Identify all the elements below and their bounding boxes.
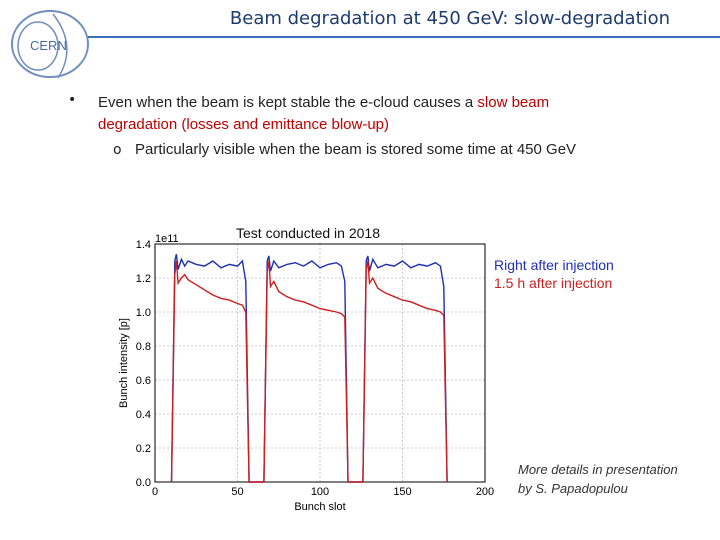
x-tick-label: 100: [311, 486, 329, 498]
y-tick-label: 1.2: [136, 273, 151, 285]
sub-bullet: Particularly visible when the beam is st…: [135, 141, 577, 158]
logo-text: CERN: [30, 38, 67, 53]
legend-red: 1.5 h after injection: [494, 275, 613, 291]
chart-title: Test conducted in 2018: [232, 224, 384, 242]
note-line-2: by S. Papadopulou: [518, 481, 628, 496]
bullet-text: Even when the beam is kept stable the e-…: [98, 94, 478, 111]
y-tick-label: 1.4: [136, 239, 151, 251]
y-tick-label: 0.0: [136, 477, 151, 489]
cern-logo: CERN: [11, 10, 89, 79]
y-tick-label: 0.4: [136, 409, 151, 421]
chart-legend: Right after injection 1.5 h after inject…: [494, 256, 614, 292]
y-tick-label: 0.6: [136, 375, 151, 387]
x-tick-label: 150: [393, 486, 411, 498]
presentation-note: More details in presentation by S. Papad…: [518, 460, 678, 498]
x-tick-label: 200: [476, 486, 494, 498]
y-tick-label: 0.2: [136, 443, 151, 455]
main-bullet: Even when the beam is kept stable the e-…: [98, 92, 618, 136]
legend-blue: Right after injection: [494, 257, 614, 273]
y-multiplier: 1e11: [155, 233, 179, 245]
series-line-0: [170, 254, 448, 483]
y-tick-label: 1.0: [136, 307, 151, 319]
plot-frame: [154, 243, 486, 483]
title-divider: [88, 36, 720, 38]
slide-title: Beam degradation at 450 GeV: slow-degrad…: [229, 8, 671, 29]
y-axis-label: Bunch intensity [p]: [118, 318, 130, 408]
x-tick-label: 0: [152, 486, 158, 498]
x-axis-label: Bunch slot: [294, 501, 345, 513]
y-tick-label: 0.8: [136, 341, 151, 353]
series-line-1: [170, 260, 448, 483]
sub-bullet-icon: o: [113, 142, 122, 158]
bullet-highlight: slow beam degradation (losses and emitta…: [98, 94, 550, 133]
bullet-icon: •: [68, 92, 77, 108]
x-tick-label: 50: [231, 486, 243, 498]
note-line-1: More details in presentation: [518, 462, 678, 477]
